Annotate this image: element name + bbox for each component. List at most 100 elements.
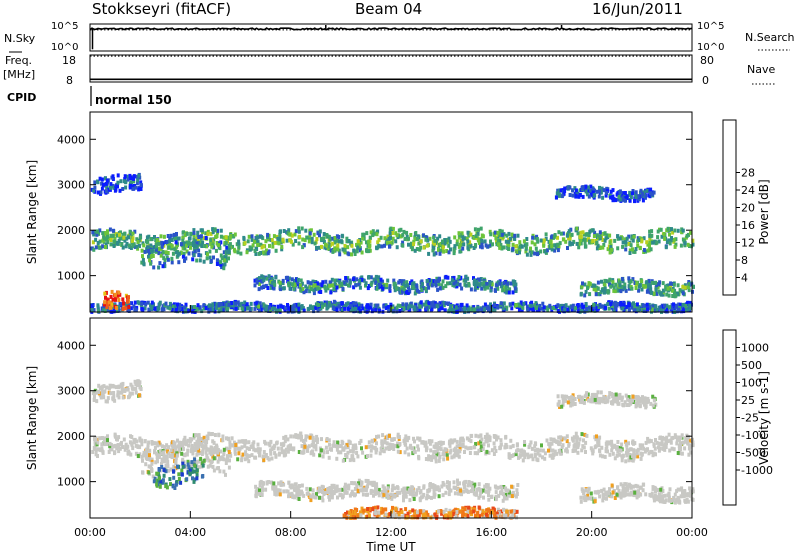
echo-cell	[322, 492, 326, 497]
echo-cell	[310, 443, 314, 448]
echo-cell	[484, 483, 488, 487]
echo-cell	[391, 304, 395, 309]
colorbar-tick-label-1: 8	[741, 254, 748, 267]
echo-cell	[646, 307, 649, 312]
echo-cell	[369, 282, 373, 287]
echo-cell	[201, 449, 205, 454]
echo-cell	[259, 308, 263, 312]
echo-cell	[292, 278, 296, 283]
echo-cell	[439, 447, 443, 452]
echo-cell	[635, 451, 639, 456]
echo-cell	[437, 446, 441, 450]
echo-cell	[525, 237, 529, 241]
echo-cell	[627, 234, 631, 239]
echo-cell	[458, 447, 462, 451]
echo-cell	[619, 289, 623, 294]
echo-cell	[340, 487, 344, 492]
echo-cell	[489, 302, 492, 307]
echo-cell	[358, 279, 362, 283]
echo-cell	[445, 249, 449, 253]
echo-cell	[481, 234, 485, 239]
echo-cell	[574, 188, 578, 193]
echo-cell	[372, 480, 376, 485]
echo-cell	[326, 246, 330, 251]
echo-cell	[567, 443, 571, 448]
echo-cell	[348, 449, 352, 454]
echo-cell	[579, 234, 583, 239]
echo-cell	[131, 186, 135, 191]
echo-cell	[533, 453, 537, 457]
echo-cell	[187, 244, 191, 248]
echo-cell	[573, 442, 577, 447]
power-ylabel: Slant Range [km]	[25, 160, 39, 264]
echo-cell	[142, 243, 146, 248]
echo-cell	[568, 242, 572, 247]
echo-cell	[441, 279, 445, 284]
echo-cell	[419, 489, 423, 494]
echo-cell	[455, 239, 459, 244]
echo-cell	[409, 301, 413, 306]
echo-cell	[544, 232, 548, 237]
echo-cell	[225, 300, 229, 305]
echo-cell	[189, 232, 193, 237]
echo-cell	[447, 243, 451, 248]
echo-cell	[169, 243, 173, 247]
echo-cell	[159, 234, 163, 239]
echo-cell	[642, 248, 646, 252]
echo-cell	[393, 282, 397, 287]
echo-cell	[400, 289, 404, 294]
nsearch-label: N.Search	[745, 31, 795, 44]
echo-cell	[622, 302, 626, 307]
echo-cell	[320, 437, 323, 442]
echo-cell	[537, 308, 541, 313]
echo-cell	[669, 281, 673, 286]
echo-cell	[255, 301, 259, 306]
echo-cell	[424, 442, 428, 447]
echo-cell	[341, 447, 345, 451]
echo-cell	[360, 480, 364, 485]
echo-cell	[176, 438, 179, 443]
echo-cell	[646, 447, 649, 452]
echo-cell	[121, 297, 125, 302]
echo-cell	[348, 280, 352, 285]
echo-cell	[591, 238, 595, 243]
echo-cell	[300, 434, 303, 439]
colorbar-tick-label-2: 12	[741, 237, 755, 250]
echo-cell	[530, 446, 534, 451]
echo-cell	[648, 237, 652, 242]
echo-cell	[374, 308, 378, 313]
echo-cell	[507, 239, 511, 244]
echo-cell	[328, 237, 332, 242]
echo-cell	[668, 232, 671, 237]
echo-cell	[325, 437, 329, 441]
echo-cell	[104, 189, 108, 194]
echo-cell	[185, 249, 189, 254]
echo-cell	[136, 178, 140, 183]
echo-cell	[671, 230, 675, 235]
echo-cell	[674, 237, 678, 242]
echo-cell	[96, 229, 99, 234]
echo-cell	[430, 306, 434, 311]
echo-cell	[628, 251, 632, 255]
echo-cell	[262, 284, 266, 289]
echo-cell	[565, 185, 569, 190]
echo-cell	[653, 308, 657, 313]
echo-cell	[414, 492, 418, 497]
echo-cell	[472, 246, 476, 250]
echo-cell	[584, 184, 588, 189]
echo-cell	[106, 231, 110, 236]
echo-cell	[673, 291, 676, 296]
echo-cell	[557, 441, 560, 446]
echo-cell	[273, 491, 277, 496]
echo-cell	[533, 242, 537, 247]
echo-cell	[516, 249, 520, 254]
echo-cell	[127, 235, 130, 240]
echo-cell	[220, 265, 224, 270]
echo-cell	[659, 305, 663, 310]
echo-cell	[452, 275, 456, 280]
echo-cell	[480, 286, 484, 291]
echo-cell	[641, 303, 645, 308]
echo-cell	[132, 179, 136, 184]
echo-cell	[184, 302, 188, 307]
